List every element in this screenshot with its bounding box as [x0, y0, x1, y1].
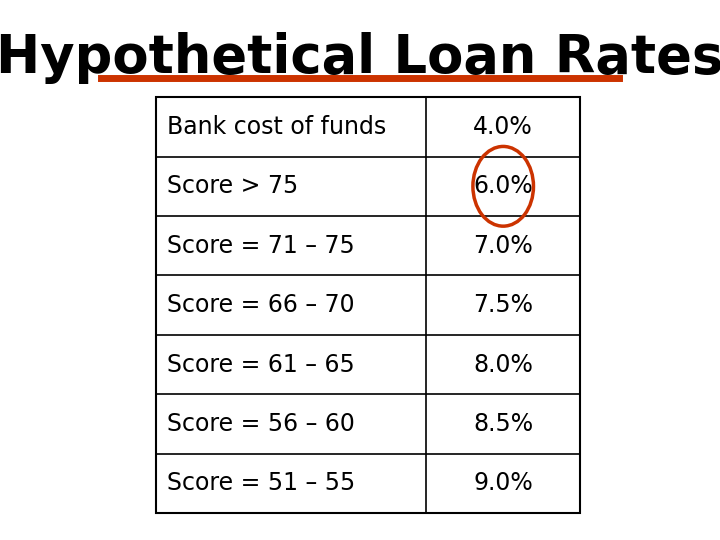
- Text: Hypothetical Loan Rates: Hypothetical Loan Rates: [0, 32, 720, 84]
- Text: 6.0%: 6.0%: [473, 174, 533, 198]
- Text: Score > 75: Score > 75: [167, 174, 299, 198]
- Text: 9.0%: 9.0%: [473, 471, 533, 495]
- Text: 7.5%: 7.5%: [473, 293, 534, 317]
- Text: Score = 61 – 65: Score = 61 – 65: [167, 353, 355, 376]
- Text: 8.5%: 8.5%: [473, 412, 534, 436]
- Text: 7.0%: 7.0%: [473, 234, 533, 258]
- Text: 4.0%: 4.0%: [473, 115, 533, 139]
- Text: Score = 66 – 70: Score = 66 – 70: [167, 293, 355, 317]
- Text: Bank cost of funds: Bank cost of funds: [167, 115, 387, 139]
- Text: Score = 56 – 60: Score = 56 – 60: [167, 412, 355, 436]
- FancyBboxPatch shape: [156, 97, 580, 513]
- Text: 8.0%: 8.0%: [473, 353, 533, 376]
- Text: Score = 71 – 75: Score = 71 – 75: [167, 234, 355, 258]
- Text: Score = 51 – 55: Score = 51 – 55: [167, 471, 356, 495]
